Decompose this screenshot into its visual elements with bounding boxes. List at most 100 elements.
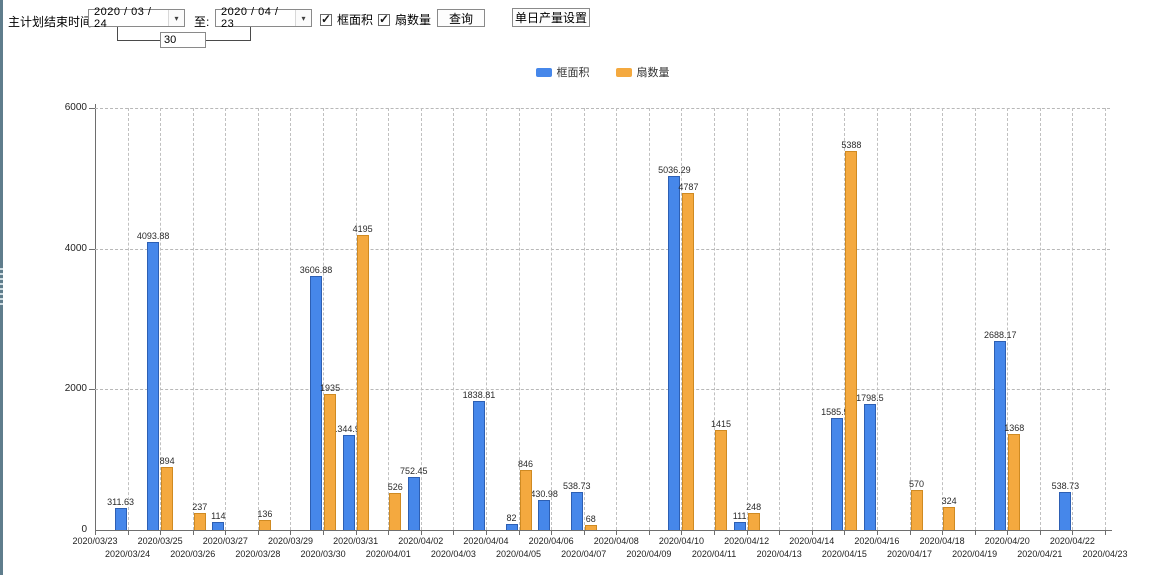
x-tick [844, 531, 846, 535]
to-label: 至: [194, 15, 210, 29]
bar-扇数量-2020/03/31 [356, 234, 369, 530]
v-gridline [518, 108, 520, 530]
bar-value-label: 248 [746, 501, 762, 512]
bar-扇数量-2020/03/25 [161, 467, 174, 530]
x-axis-date-label: 2020/04/08 [593, 536, 639, 546]
bar-value-label: 1798.5 [856, 392, 884, 403]
bar-value-label: 68 [585, 514, 596, 525]
legend-label-fan-count: 扇数量 [636, 67, 670, 79]
v-gridline [453, 108, 455, 530]
x-tick [127, 531, 129, 535]
bar-扇数量-2020/04/20 [1008, 433, 1021, 530]
checkbox-fan-count[interactable]: 扇数量 [378, 11, 431, 28]
bar-value-label: 3606.88 [299, 265, 333, 276]
x-tick [323, 531, 325, 535]
legend-item-frame-area[interactable]: 框面积 [535, 64, 590, 80]
window-splitter[interactable] [0, 0, 3, 575]
bar-value-label: 538.73 [562, 481, 591, 492]
chart-legend: 框面积 扇数量 [95, 64, 1110, 80]
bar-value-label: 5388 [841, 140, 862, 151]
v-gridline [909, 108, 911, 530]
bar-扇数量-2020/04/12 [747, 512, 760, 530]
bar-value-label: 311.63 [107, 497, 134, 508]
bar-扇数量-2020/04/15 [845, 151, 858, 530]
bar-value-label: 1368 [1004, 422, 1025, 433]
bar-value-label: 114 [211, 510, 226, 521]
bar-扇数量-2020/04/18 [943, 507, 956, 530]
x-axis-date-label: 2020/04/01 [365, 549, 411, 559]
x-axis-date-label: 2020/04/15 [821, 549, 867, 559]
v-gridline [876, 108, 878, 530]
bar-框面积-2020/04/10 [668, 175, 681, 530]
checkbox-fan-count-box-icon[interactable] [378, 12, 390, 26]
bar-value-label: 430.98 [530, 488, 558, 499]
bar-框面积-2020/04/06 [538, 499, 551, 530]
daily-output-settings-button[interactable]: 单日产量设置 [512, 8, 590, 27]
v-gridline [844, 108, 846, 530]
v-gridline [388, 108, 390, 530]
v-gridline [225, 108, 227, 530]
bar-扇数量-2020/04/11 [715, 430, 728, 530]
legend-item-fan-count[interactable]: 扇数量 [615, 64, 670, 80]
x-tick [420, 531, 422, 535]
date-to-dropdown-arrow-icon[interactable]: ▾ [295, 10, 311, 26]
x-tick [779, 531, 781, 535]
interval-days-input[interactable] [160, 32, 206, 48]
x-tick [1105, 531, 1106, 535]
x-tick [355, 531, 357, 535]
query-button[interactable]: 查询 [437, 9, 485, 27]
date-from-value: 2020 / 03 / 24 [94, 6, 152, 30]
x-tick [257, 531, 259, 535]
x-axis-date-label: 2020/04/20 [984, 536, 1030, 546]
x-axis-date-label: 2020/04/16 [854, 536, 900, 546]
y-axis-tick-label: 0 [81, 524, 87, 535]
x-tick [811, 531, 813, 535]
x-axis-date-label: 2020/04/09 [626, 549, 672, 559]
bar-扇数量-2020/03/28 [258, 520, 271, 530]
checkbox-frame-area[interactable]: 框面积 [320, 11, 373, 28]
bar-框面积-2020/04/20 [994, 340, 1007, 530]
x-axis-date-label: 2020/04/22 [1049, 536, 1095, 546]
bar-value-label: 2688.17 [983, 329, 1017, 340]
x-axis-date-label: 2020/03/29 [267, 536, 313, 546]
x-tick [974, 531, 976, 535]
y-tick [89, 389, 95, 391]
checkbox-frame-area-box-icon[interactable] [320, 12, 332, 26]
x-axis-date-label: 2020/04/04 [463, 536, 509, 546]
v-gridline [485, 108, 487, 530]
v-gridline [583, 108, 585, 530]
bar-value-label: 894 [159, 456, 175, 467]
v-gridline [779, 108, 781, 530]
x-axis-date-label: 2020/04/18 [919, 536, 965, 546]
x-axis-date-label: 2020/04/10 [658, 536, 704, 546]
bar-value-label: 752.45 [400, 466, 428, 477]
bar-框面积-2020/03/30 [310, 276, 323, 530]
bar-value-label: 1344.95 [332, 424, 365, 435]
x-axis-date-label: 2020/04/14 [789, 536, 835, 546]
y-tick [89, 108, 95, 109]
x-tick [192, 531, 194, 535]
v-gridline [290, 108, 292, 530]
x-axis-date-label: 2020/04/21 [1017, 549, 1063, 559]
v-gridline [355, 108, 357, 530]
v-gridline [974, 108, 976, 530]
bar-value-label: 1838.81 [462, 389, 496, 400]
date-to-picker[interactable]: 2020 / 04 / 23 ▾ [215, 6, 312, 30]
x-axis-date-label: 2020/03/30 [300, 549, 346, 559]
v-gridline [257, 108, 259, 530]
bar-value-label: 538.73 [1051, 481, 1080, 492]
bar-value-label: 1935 [320, 382, 341, 393]
v-gridline [551, 108, 553, 530]
v-gridline [1007, 108, 1009, 530]
bar-框面积-2020/03/31 [342, 435, 355, 530]
date-from-dropdown-arrow-icon[interactable]: ▾ [168, 10, 184, 26]
bar-value-label: 4787 [678, 182, 699, 193]
bar-扇数量-2020/03/30 [324, 393, 337, 530]
bar-框面积-2020/04/04 [472, 400, 485, 530]
x-axis-date-label: 2020/04/07 [561, 549, 607, 559]
v-gridline [746, 108, 748, 530]
v-gridline [1105, 108, 1106, 530]
bar-框面积-2020/04/05 [505, 524, 518, 530]
x-axis-date-label: 2020/04/17 [886, 549, 933, 559]
date-from-picker[interactable]: 2020 / 03 / 24 ▾ [88, 6, 185, 30]
